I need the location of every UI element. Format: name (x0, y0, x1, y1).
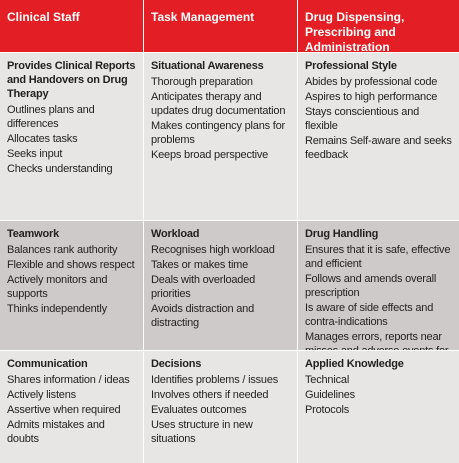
cell-item: Shares information / ideas (7, 374, 130, 386)
cell-title: Situational Awareness (151, 60, 264, 72)
cell-item: Keeps broad perspective (151, 149, 269, 161)
table-cell: Drug Handling Ensures that it is safe, ef… (297, 220, 459, 371)
cell-title: Provides Clinical Reports and Handovers … (7, 60, 136, 100)
cell-title: Applied Knowledge (305, 358, 404, 370)
cell-title: Workload (151, 228, 200, 240)
column-header: Task Management (143, 0, 297, 52)
cell-item: Assertive when required (7, 404, 121, 416)
cell-item: Evaluates outcomes (151, 404, 247, 416)
cell-item: Makes contingency plans for problems (151, 120, 286, 146)
table-cell: Applied Knowledge Technical Guidelines Prot… (297, 350, 459, 463)
cell-title: Teamwork (7, 228, 59, 240)
cell-item: Technical (305, 374, 350, 386)
cell-item: Recognises high workload (151, 244, 275, 256)
cell-item: Is aware of side effects and contra-indi… (305, 302, 434, 328)
table-cell: Teamwork Balances rank authority Flexible … (0, 220, 143, 350)
column-header: Drug Dispensing, Prescribing and Adminis… (297, 0, 459, 54)
cell-item: Outlines plans and differences (7, 104, 95, 130)
cell-title: Professional Style (305, 60, 397, 72)
column-header: Clinical Staff (0, 0, 143, 52)
table-cell: Decisions Identifies problems / issues Inv… (143, 350, 297, 463)
table-cell: Situational Awareness Thorough preparatio… (143, 52, 297, 220)
cell-title: Drug Handling (305, 228, 379, 240)
cell-item: Aspires to high performance (305, 91, 438, 103)
cell-item: Uses structure in new situations (151, 419, 253, 445)
cell-item: Checks understanding (7, 163, 113, 175)
table-cell: Provides Clinical Reports and Handovers … (0, 52, 143, 220)
cell-item: Stays conscientious and flexible (305, 106, 420, 132)
cell-title: Decisions (151, 358, 202, 370)
cell-item: Thorough preparation (151, 76, 253, 88)
cell-item: Balances rank authority (7, 244, 118, 256)
cell-item: Seeks input (7, 148, 63, 160)
table-cell: Workload Recognises high workload Takes or… (143, 220, 297, 350)
cell-item: Actively monitors and supports (7, 274, 108, 300)
cell-item: Follows and amends overall prescription (305, 273, 437, 299)
cell-item: Thinks independently (7, 303, 107, 315)
table-cell: Professional Style Abides by professional… (297, 52, 459, 220)
cell-item: Avoids distraction and distracting (151, 303, 255, 329)
cell-item: Allocates tasks (7, 133, 78, 145)
cell-item: Involves others if needed (151, 389, 269, 401)
cell-item: Deals with overloaded priorities (151, 274, 256, 300)
cell-item: Anticipates therapy and updates drug doc… (151, 91, 286, 117)
cell-item: Admits mistakes and doubts (7, 419, 105, 445)
cell-item: Flexible and shows respect (7, 259, 135, 271)
cell-item: Actively listens (7, 389, 76, 401)
cell-item: Remains Self-aware and seeks feedback (305, 135, 452, 161)
cell-item: Protocols (305, 404, 350, 416)
cell-item: Ensures that it is safe, effective and e… (305, 244, 451, 270)
cell-item: Guidelines (305, 389, 355, 401)
cell-item: Abides by professional code (305, 76, 438, 88)
cell-item: Takes or makes time (151, 259, 249, 271)
cell-title: Communication (7, 358, 88, 370)
cell-item: Identifies problems / issues (151, 374, 279, 386)
table-cell: Communication Shares information / ideas A… (0, 350, 143, 463)
